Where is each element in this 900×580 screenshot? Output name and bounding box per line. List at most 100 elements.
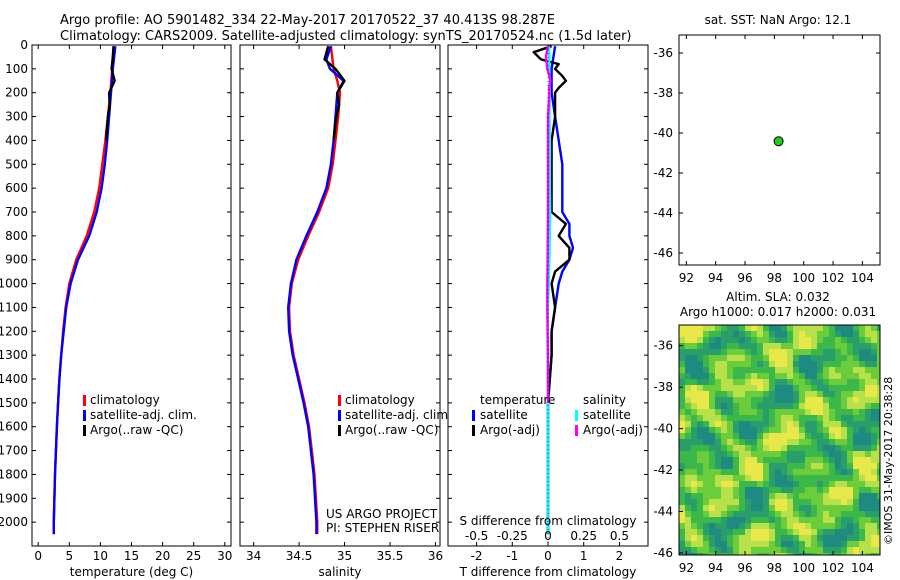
top-tick-label: -0.5 bbox=[465, 529, 488, 543]
sla-cell bbox=[697, 367, 704, 374]
sla-cell bbox=[829, 403, 836, 410]
sla-cell bbox=[847, 355, 854, 362]
sla-cell bbox=[877, 517, 881, 524]
sla-cell bbox=[775, 493, 782, 500]
sla-cell bbox=[805, 373, 812, 380]
sla-cell bbox=[715, 379, 722, 386]
sla-cell bbox=[823, 403, 830, 410]
sla-cell bbox=[853, 535, 860, 542]
y-tick-label: 400 bbox=[5, 133, 28, 147]
sla-cell bbox=[769, 439, 776, 446]
sla-cell bbox=[679, 541, 686, 548]
sla-cell bbox=[847, 463, 854, 470]
sla-cell bbox=[685, 445, 692, 452]
x-axis-label: salinity bbox=[318, 565, 361, 579]
x-tick-label: 102 bbox=[822, 561, 845, 575]
sla-cell bbox=[727, 379, 734, 386]
sla-cell bbox=[853, 505, 860, 512]
sla-cell bbox=[817, 475, 824, 482]
sla-cell bbox=[685, 373, 692, 380]
sla-cell bbox=[871, 535, 878, 542]
sla-cell bbox=[823, 469, 830, 476]
sla-cell bbox=[829, 439, 836, 446]
sla-cell bbox=[799, 451, 806, 458]
sla-cell bbox=[835, 337, 842, 344]
sla-cell bbox=[709, 529, 716, 536]
sla-cell bbox=[787, 391, 794, 398]
y-tick-label: 1300 bbox=[0, 348, 28, 362]
sla-cell bbox=[847, 403, 854, 410]
sla-cell bbox=[685, 349, 692, 356]
sla-cell bbox=[805, 499, 812, 506]
sla-cell bbox=[871, 331, 878, 338]
sla-cell bbox=[799, 505, 806, 512]
sla-cell bbox=[757, 433, 764, 440]
sla-cell bbox=[685, 415, 692, 422]
sla-cell bbox=[793, 457, 800, 464]
sla-cell bbox=[877, 547, 881, 554]
sla-cell bbox=[877, 469, 881, 476]
sla-cell bbox=[715, 355, 722, 362]
x-tick-label: 35.5 bbox=[377, 549, 404, 563]
y-tick-label: -42 bbox=[653, 166, 673, 180]
sla-cell bbox=[703, 427, 710, 434]
legend-title: salinity bbox=[583, 393, 626, 407]
sla-cell bbox=[751, 517, 758, 524]
sla-cell bbox=[709, 481, 716, 488]
sla-cell bbox=[691, 529, 698, 536]
sla-cell bbox=[775, 475, 782, 482]
sla-cell bbox=[811, 367, 818, 374]
sla-cell bbox=[787, 397, 794, 404]
sla-cell bbox=[775, 445, 782, 452]
sla-cell bbox=[799, 325, 806, 332]
sla-cell bbox=[685, 343, 692, 350]
header-line-1: Argo profile: AO 5901482_334 22-May-2017… bbox=[60, 13, 555, 28]
sla-cell bbox=[745, 355, 752, 362]
sla-cell bbox=[709, 427, 716, 434]
sla-cell bbox=[757, 475, 764, 482]
sla-cell bbox=[859, 541, 866, 548]
sla-cell bbox=[757, 331, 764, 338]
sla-cell bbox=[877, 541, 881, 548]
sla-cell bbox=[691, 385, 698, 392]
sla-cell bbox=[769, 547, 776, 554]
sla-cell bbox=[865, 379, 872, 386]
sla-cell bbox=[877, 493, 881, 500]
sla-cell bbox=[859, 505, 866, 512]
sla-cell bbox=[763, 523, 770, 530]
sla-cell bbox=[847, 331, 854, 338]
sla-cell bbox=[751, 379, 758, 386]
sla-cell bbox=[853, 451, 860, 458]
sla-cell bbox=[685, 505, 692, 512]
sla-cell bbox=[751, 373, 758, 380]
sla-cell bbox=[697, 451, 704, 458]
sla-cell bbox=[733, 349, 740, 356]
x-tick-label: 92 bbox=[679, 561, 694, 575]
sla-cell bbox=[685, 487, 692, 494]
sla-cell bbox=[877, 499, 881, 506]
sla-cell bbox=[859, 439, 866, 446]
x-tick-label: 98 bbox=[767, 561, 782, 575]
sla-cell bbox=[841, 379, 848, 386]
sla-cell bbox=[697, 379, 704, 386]
sla-cell bbox=[727, 439, 734, 446]
sla-cell bbox=[685, 403, 692, 410]
sla-cell bbox=[679, 439, 686, 446]
sla-cell bbox=[805, 325, 812, 332]
sla-cell bbox=[691, 373, 698, 380]
sla-cell bbox=[721, 451, 728, 458]
x-tick-label: 20 bbox=[155, 549, 170, 563]
sla-cell bbox=[733, 445, 740, 452]
sla-cell bbox=[751, 439, 758, 446]
sla-cell bbox=[781, 535, 788, 542]
sla-cell bbox=[823, 355, 830, 362]
sla-cell bbox=[763, 367, 770, 374]
sla-cell bbox=[757, 361, 764, 368]
sla-cell bbox=[721, 475, 728, 482]
sla-cell bbox=[853, 409, 860, 416]
sla-cell bbox=[775, 481, 782, 488]
sla-cell bbox=[739, 463, 746, 470]
sla-cell bbox=[757, 355, 764, 362]
sla-cell bbox=[733, 325, 740, 332]
sla-cell bbox=[697, 349, 704, 356]
